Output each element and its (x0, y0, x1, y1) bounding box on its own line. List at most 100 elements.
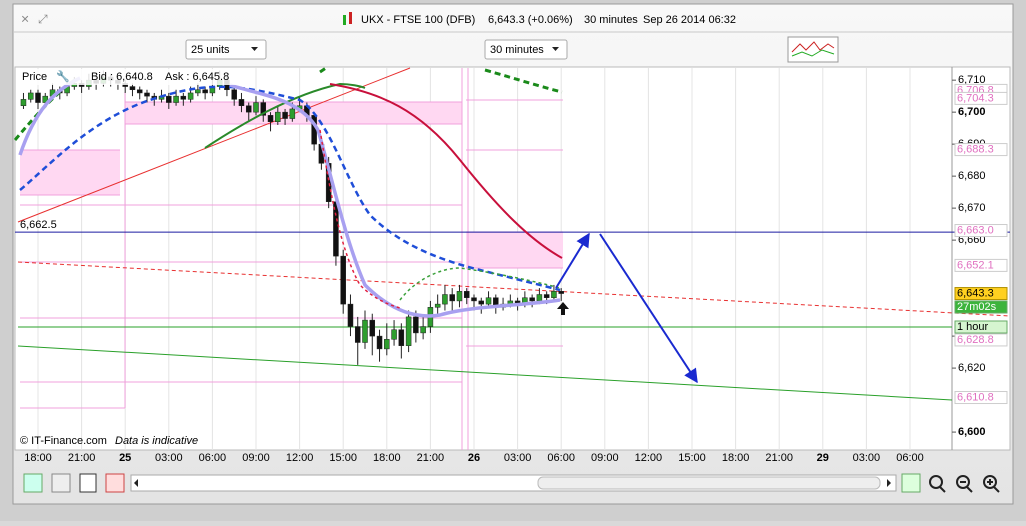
x-tick-label: 06:00 (199, 452, 227, 464)
zoom-out-button[interactable] (956, 475, 970, 489)
x-tick-label: 15:00 (329, 452, 357, 464)
ask: Ask : 6,645.8 (165, 71, 229, 83)
candle-body (136, 89, 143, 94)
candle-body (376, 335, 383, 350)
zoom-area-button[interactable] (929, 475, 943, 489)
candle-body (384, 339, 390, 350)
candle-body (442, 294, 448, 305)
axis-badge-text: 1 hour (957, 321, 989, 333)
candle-body (27, 92, 34, 100)
trend-lines (17, 67, 1011, 401)
y-tick-label: 6,670 (958, 202, 986, 214)
x-tick-label: 03:00 (155, 452, 183, 464)
scroll-thumb[interactable] (537, 476, 881, 490)
price-tag-label: 6,652.1 (957, 259, 994, 271)
wrench-icon[interactable]: 🔧 (56, 69, 70, 83)
timestamp: Sep 26 2014 06:32 (643, 14, 736, 26)
x-tick-label: 21:00 (417, 452, 445, 464)
candle-body (245, 105, 252, 113)
table-button[interactable] (105, 473, 125, 493)
candle-body (282, 111, 288, 119)
candle-body (536, 294, 543, 302)
x-tick-label: 06:00 (547, 452, 575, 464)
interval-select-text: 30 minutes (490, 44, 544, 56)
price-tag (954, 224, 1008, 238)
x-tick-label: 18:00 (24, 452, 52, 464)
x-tick-label: 03:00 (504, 452, 532, 464)
candle-body (129, 86, 136, 91)
candle-body (166, 95, 172, 103)
dropdown-arrow (251, 47, 258, 51)
candle-body (187, 92, 194, 100)
price-axis: 6,7106,7006,6906,6806,6706,6606,6306,620… (952, 74, 1008, 438)
price-tag-label: 6,663.0 (957, 224, 994, 236)
candle-body (558, 291, 564, 294)
units-select[interactable] (185, 39, 267, 60)
price-tag (954, 143, 1008, 157)
candle-body (202, 89, 208, 94)
chart-type-button[interactable] (23, 473, 43, 493)
x-tick-label: 29 (817, 452, 829, 464)
candle-body (405, 316, 412, 346)
candle-body (180, 95, 187, 100)
x-tick-label: 09:00 (242, 452, 270, 464)
price-tag (954, 287, 1008, 301)
x-tick-label: 21:00 (68, 452, 96, 464)
y-tick-label: 6,600 (958, 426, 986, 438)
x-tick-label: 18:00 (722, 452, 750, 464)
axis-badge (954, 300, 1008, 314)
x-tick-label: 09:00 (591, 452, 619, 464)
x-tick-label: 03:00 (853, 452, 881, 464)
candle-body (42, 95, 49, 103)
bid: Bid : 6,640.8 (91, 71, 153, 83)
candle-body (275, 111, 281, 122)
y-tick-label: 6,680 (958, 170, 986, 182)
candle-body (398, 329, 405, 346)
close-button[interactable]: × (21, 11, 29, 27)
annotation-arrows (555, 232, 698, 384)
expand-button[interactable]: ⤢ (37, 12, 48, 26)
horizontal-line: 6,662.5 (15, 219, 1010, 233)
interval-select[interactable] (484, 39, 568, 60)
time-axis: 18:00 21:00 25 03:00 06:00 09:00 12:00 15:00 18:… (24, 452, 924, 464)
candle-body (144, 92, 150, 97)
disclaimer: Data is indicative (115, 435, 198, 447)
candle-body (347, 303, 354, 327)
candle-body (471, 297, 477, 302)
candle-body (369, 319, 376, 337)
candle-body (551, 291, 557, 298)
candle-body (413, 316, 419, 334)
candle-body (333, 201, 339, 257)
print-button[interactable] (79, 473, 97, 493)
y-tick-label: 6,620 (958, 362, 986, 374)
x-tick-label: 12:00 (286, 452, 314, 464)
candle-body (354, 326, 361, 343)
zoom-in-button[interactable] (983, 475, 997, 489)
price-line-label: 6,662.5 (20, 219, 57, 231)
price-tag-label: 6,643.3 (957, 287, 994, 299)
bottom-toolbar (23, 473, 1000, 493)
auto-scale-button[interactable] (901, 473, 921, 493)
indicators-button[interactable] (787, 36, 839, 63)
info-box: Price 🔧 Bid : 6,640.8 Ask : 6,645.8 (18, 69, 248, 85)
price-tag (954, 91, 1008, 105)
price-tag (954, 258, 1008, 272)
candle-body (529, 297, 535, 302)
x-tick-label: 21:00 (765, 452, 793, 464)
x-tick-label: 25 (119, 452, 131, 464)
price-tag (954, 391, 1008, 405)
price-tag-label: 6,610.8 (957, 391, 994, 403)
price-tag (954, 333, 1008, 347)
candle-body (362, 319, 368, 343)
candle-body (449, 294, 455, 302)
candle-body (231, 89, 237, 100)
candle-button[interactable] (51, 473, 71, 493)
copyright: © IT-Finance.com (20, 435, 107, 447)
candle-body (340, 255, 346, 305)
x-tick-label: 18:00 (373, 452, 401, 464)
candle-body (289, 108, 296, 119)
candle-body (195, 89, 201, 94)
candle-body (463, 291, 470, 298)
